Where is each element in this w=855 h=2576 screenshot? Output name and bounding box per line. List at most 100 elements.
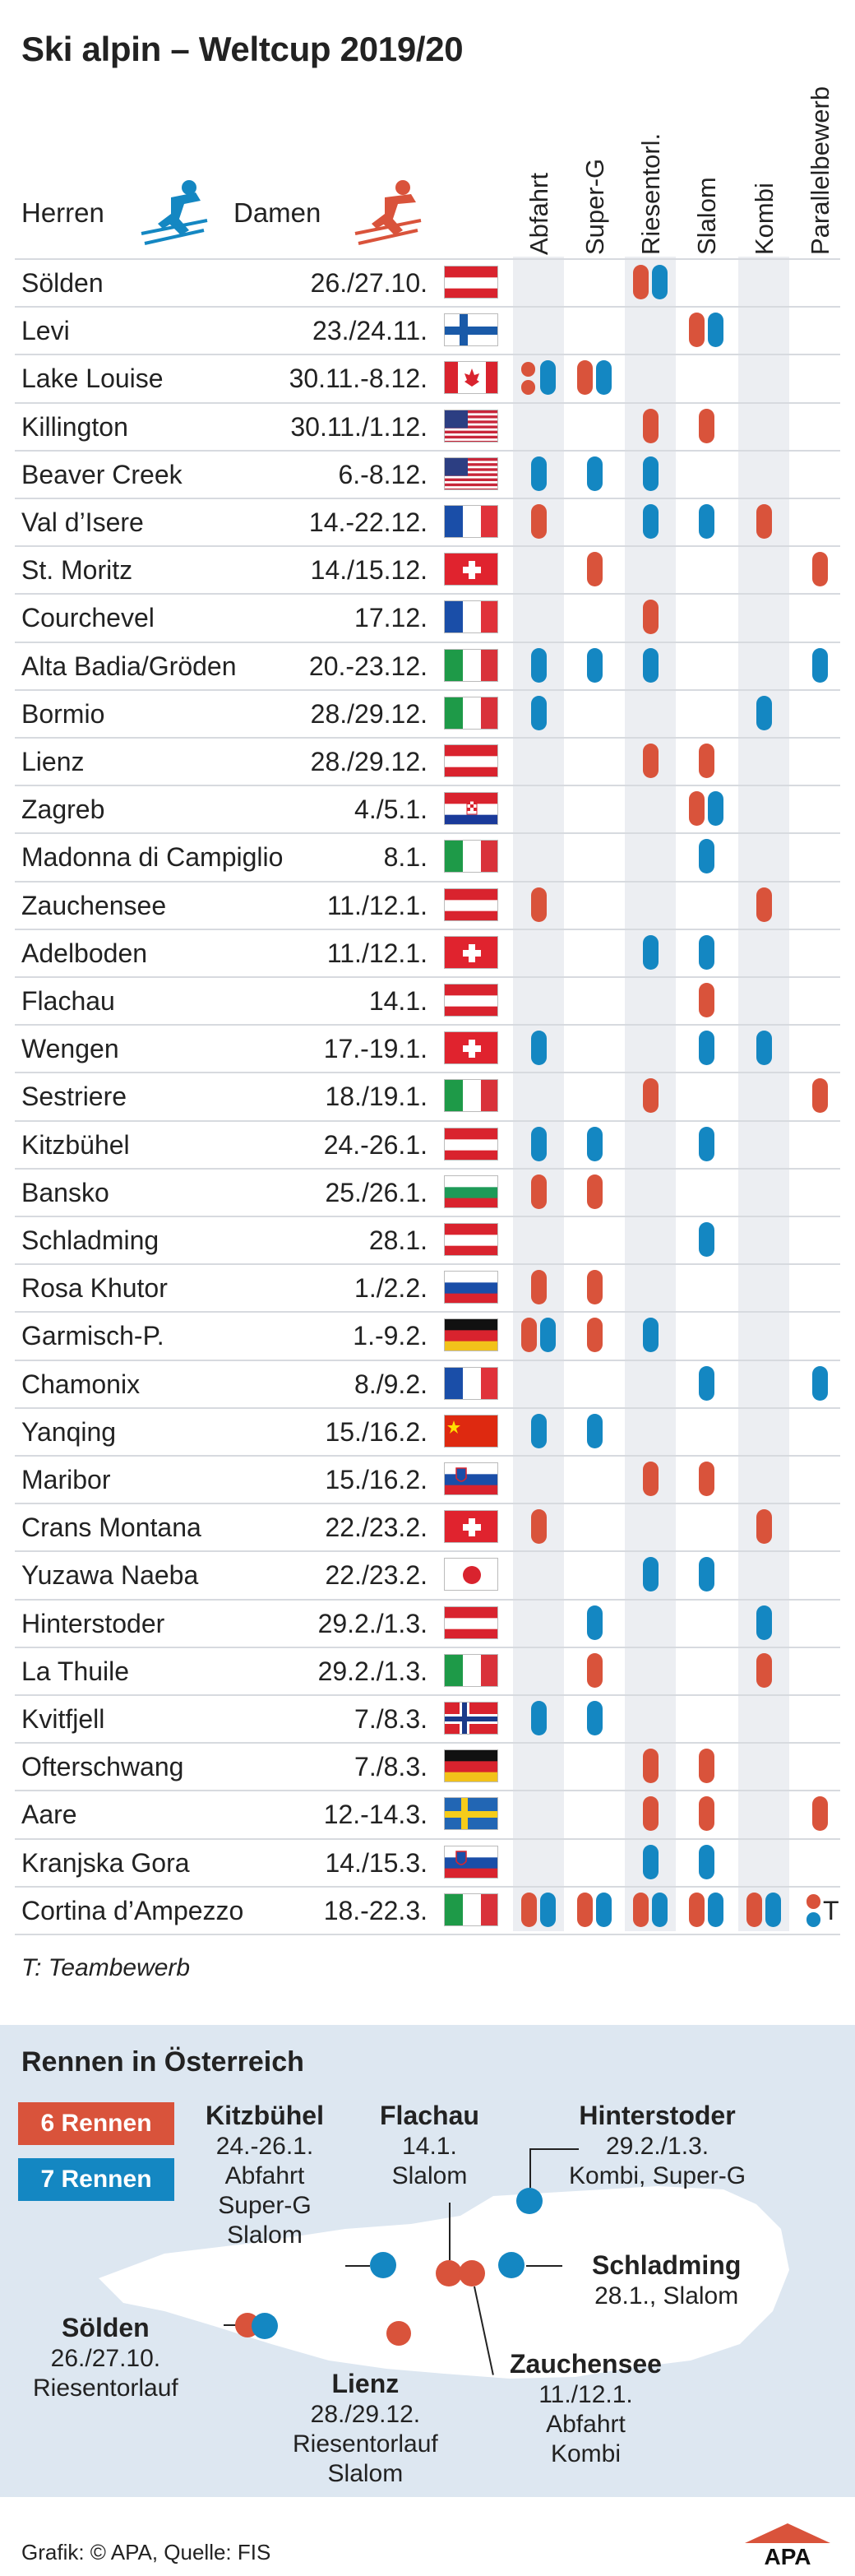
event-dot-women xyxy=(689,791,705,827)
men-count-badge: 7 Rennen xyxy=(18,2158,174,2201)
event-dot-women xyxy=(698,744,714,778)
flag-can-icon xyxy=(444,361,498,395)
schladming-leader-line xyxy=(526,2265,562,2267)
event-dot-men xyxy=(642,1318,659,1353)
event-dot-men xyxy=(586,1126,603,1161)
venue-name: Alta Badia/Gröden xyxy=(21,651,237,681)
race-date: 8.1. xyxy=(383,842,428,873)
event-dot-women xyxy=(521,362,535,378)
flag-sui-icon xyxy=(444,1031,498,1065)
event-dot-men xyxy=(756,1605,772,1640)
race-date: 12.-14.3. xyxy=(323,1800,428,1830)
race-date: 7./8.3. xyxy=(354,1752,428,1782)
event-dot-women xyxy=(642,744,659,778)
flag-rus-icon xyxy=(444,1271,498,1304)
race-date: 11./12.1. xyxy=(326,890,428,920)
event-dot-women xyxy=(698,1462,714,1496)
venue-name: Kitzbühel xyxy=(21,1129,130,1160)
row-divider xyxy=(15,1885,840,1888)
column-header-3: Slalom xyxy=(681,58,732,255)
event-dot-men xyxy=(530,1413,547,1448)
event-dot-women xyxy=(521,380,535,396)
event-dot-men xyxy=(596,360,612,396)
race-date: 18.-22.3. xyxy=(323,1895,428,1925)
event-dot-women xyxy=(642,600,659,635)
race-date: 1./2.2. xyxy=(354,1273,428,1304)
column-header-label: Parallelbewerb xyxy=(806,86,834,255)
flag-aut-icon xyxy=(444,266,498,299)
row-divider xyxy=(15,1024,840,1026)
row-divider xyxy=(15,1072,840,1074)
event-dot-women xyxy=(698,408,714,443)
venue-name: Crans Montana xyxy=(21,1513,201,1543)
event-dot-women xyxy=(530,1270,547,1305)
row-divider xyxy=(15,258,840,260)
row-divider xyxy=(15,832,840,835)
venue-name: Courchevel xyxy=(21,603,155,633)
event-dot-women xyxy=(756,1652,772,1688)
row-divider xyxy=(15,1406,840,1409)
venue-name: Kranjska Gora xyxy=(21,1847,190,1878)
hinterstoder-marker xyxy=(516,2188,543,2214)
flag-aut-icon xyxy=(444,744,498,777)
race-date: 6.-8.12. xyxy=(338,459,428,489)
row-divider xyxy=(15,688,840,691)
flag-ger-icon xyxy=(444,1318,498,1352)
flag-sui-icon xyxy=(444,1510,498,1544)
race-date: 15./16.2. xyxy=(325,1465,428,1494)
column-header-label: Riesentorl. xyxy=(636,132,665,255)
flag-aut-icon xyxy=(444,1605,498,1639)
race-date: 26./27.10. xyxy=(310,268,428,298)
row-divider xyxy=(15,1359,840,1361)
venue-name: Ofterschwang xyxy=(21,1752,184,1782)
venue-name: Schladming xyxy=(21,1225,159,1255)
row-divider xyxy=(15,1742,840,1744)
race-date: 11./12.1. xyxy=(326,938,428,968)
map-label-soelden: Sölden 26./27.10. Riesentorlauf xyxy=(33,2313,178,2402)
event-dot-women xyxy=(689,1892,705,1927)
row-divider xyxy=(15,1694,840,1696)
flag-aut-icon xyxy=(444,887,498,921)
event-dot-women xyxy=(642,1749,659,1784)
event-dot-women xyxy=(633,1892,649,1927)
event-dot-men xyxy=(596,1892,612,1927)
legend-men-label: Herren xyxy=(21,197,104,228)
row-divider xyxy=(15,880,840,883)
column-header-label: Kombi xyxy=(750,183,779,255)
flachau-marker xyxy=(436,2260,462,2286)
event-dot-men xyxy=(698,1031,714,1066)
austria-title: Rennen in Österreich xyxy=(21,2046,304,2078)
event-dot-women xyxy=(586,1318,603,1353)
race-date: 23./24.11. xyxy=(312,316,428,346)
flag-aut-icon xyxy=(444,1223,498,1256)
event-dot-women xyxy=(577,360,593,396)
venue-name: Kvitfjell xyxy=(21,1704,105,1734)
event-dot-men xyxy=(540,1318,556,1353)
map-label-schladming: Schladming 28.1., Slalom xyxy=(592,2250,742,2310)
hinterstoder-leader-line xyxy=(529,2148,531,2188)
venue-name: Zagreb xyxy=(21,795,105,825)
skier-men-icon xyxy=(141,180,208,245)
race-date: 25./26.1. xyxy=(325,1177,428,1207)
team-marker: T xyxy=(823,1895,839,1925)
venue-name: Lake Louise xyxy=(21,364,164,394)
race-date: 17.12. xyxy=(354,603,428,633)
event-dot-men xyxy=(811,1365,828,1401)
race-date: 20.-23.12. xyxy=(308,651,428,681)
event-dot-women xyxy=(521,1318,537,1353)
column-header-label: Abfahrt xyxy=(525,173,553,255)
venue-name: Madonna di Campiglio xyxy=(21,842,284,873)
hinterstoder-leader-line-h xyxy=(529,2148,579,2150)
flachau-leader-line xyxy=(449,2203,451,2260)
flag-ita-icon xyxy=(444,1893,498,1926)
flag-sui-icon xyxy=(444,553,498,586)
event-dot-men xyxy=(698,1365,714,1401)
race-date: 14./15.3. xyxy=(325,1847,428,1878)
lienz-marker xyxy=(386,2321,411,2346)
venue-name: Aare xyxy=(21,1800,77,1830)
event-dot-men xyxy=(642,456,659,491)
women-count-badge: 6 Rennen xyxy=(18,2102,174,2145)
flag-cro-icon xyxy=(444,792,498,826)
row-divider xyxy=(15,1167,840,1170)
row-divider xyxy=(15,545,840,548)
